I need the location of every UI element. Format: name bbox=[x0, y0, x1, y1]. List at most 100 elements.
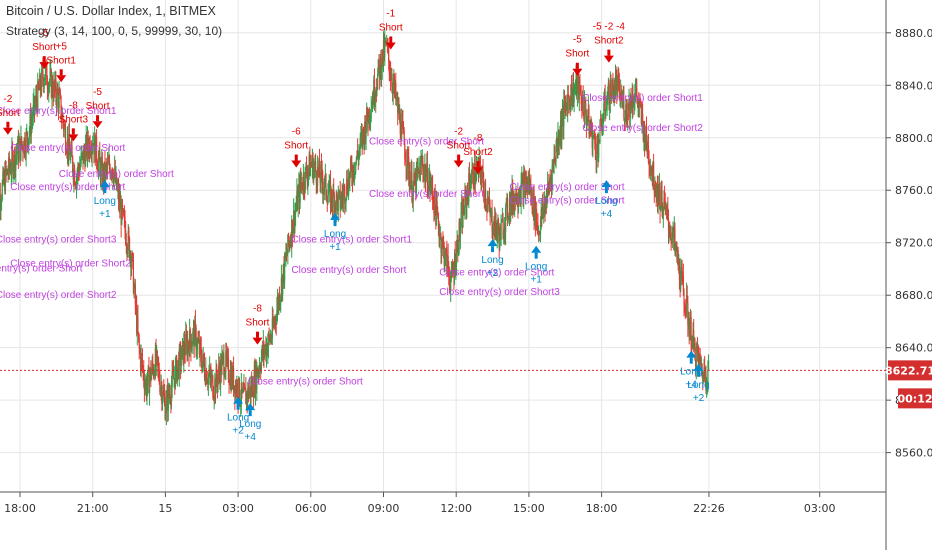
short-qty-label: -1 bbox=[386, 8, 395, 19]
x-tick-label: 12:00 bbox=[440, 502, 472, 515]
close-entry-label: Close entry(s) order Short bbox=[10, 182, 125, 193]
short-label: Short bbox=[32, 42, 56, 53]
close-entry-label: Close entry(s) order Short3 bbox=[439, 287, 560, 298]
candle-body bbox=[595, 144, 596, 158]
x-tick-label: 18:00 bbox=[4, 502, 36, 515]
candle-body bbox=[371, 108, 372, 118]
short-arrow-shaft bbox=[389, 36, 392, 42]
x-tick-label: 15 bbox=[158, 502, 172, 515]
candle-body bbox=[147, 370, 148, 385]
chart-title: Bitcoin / U.S. Dollar Index, 1, BITMEX bbox=[6, 4, 216, 18]
long-label: Long bbox=[239, 419, 261, 430]
short-label: Short1 bbox=[46, 55, 76, 66]
y-tick-label: 8880.00 bbox=[895, 27, 932, 40]
long-label: Long bbox=[525, 262, 547, 273]
close-entry-label: Close entry(s) order Short1 bbox=[291, 235, 412, 246]
short-arrow-shaft bbox=[6, 122, 9, 128]
close-entry-label: Close entry(s) order Short1 bbox=[582, 93, 703, 104]
long-qty-label: +1 bbox=[329, 242, 341, 253]
long-arrow-shaft bbox=[237, 404, 240, 410]
long-arrow-shaft bbox=[535, 253, 538, 259]
short-qty-label: -2 bbox=[454, 127, 463, 138]
candle-body bbox=[501, 223, 502, 240]
y-tick-label: 8800.00 bbox=[895, 132, 932, 145]
short-label: Short2 bbox=[463, 147, 493, 158]
candle-body bbox=[190, 329, 191, 341]
long-label: Long bbox=[94, 196, 116, 207]
close-entry-label: Close entry(s) order Short2 bbox=[582, 123, 703, 134]
candle-body bbox=[598, 141, 599, 157]
short-arrow-shaft bbox=[607, 50, 610, 56]
candle-body bbox=[708, 361, 709, 370]
long-arrow-shaft bbox=[249, 410, 252, 416]
close-entry-label: Close entry(s) order Short2 bbox=[10, 258, 131, 269]
long-qty-label: +4 bbox=[245, 432, 257, 443]
candle-body bbox=[315, 161, 316, 171]
candle-body bbox=[460, 212, 461, 228]
candle-body bbox=[670, 232, 671, 239]
candle-body bbox=[663, 210, 664, 219]
candle-body bbox=[378, 59, 379, 65]
candle-body bbox=[181, 359, 182, 366]
long-label: Long bbox=[595, 196, 617, 207]
short-label: Short bbox=[246, 318, 270, 329]
long-qty-label: +1 bbox=[530, 275, 542, 286]
candle-body bbox=[327, 196, 328, 204]
short-qty-label: +5 bbox=[55, 41, 67, 52]
candle-body bbox=[561, 118, 562, 137]
long-arrow-shaft bbox=[491, 246, 494, 252]
countdown-tag: 00:12 bbox=[897, 388, 932, 408]
short-label: Short bbox=[0, 108, 20, 119]
short-qty-label: -5 bbox=[93, 87, 102, 98]
y-tick-label: 8640.00 bbox=[895, 342, 932, 355]
candle-body bbox=[683, 276, 684, 290]
x-tick-label: 03:00 bbox=[804, 502, 836, 515]
short-qty-label: -2 bbox=[3, 94, 12, 105]
x-tick-label: 21:00 bbox=[77, 502, 109, 515]
candle-body bbox=[191, 346, 192, 351]
long-arrow-shaft bbox=[334, 220, 337, 226]
long-arrow-shaft bbox=[605, 187, 608, 193]
short-label: Short bbox=[284, 141, 308, 152]
x-tick-label: 18:00 bbox=[586, 502, 618, 515]
long-label: Long bbox=[687, 380, 709, 391]
short-arrow-shaft bbox=[477, 161, 480, 167]
y-tick-label: 8760.00 bbox=[895, 184, 932, 197]
candle-body bbox=[674, 229, 675, 245]
short-label: Short2 bbox=[594, 36, 624, 47]
countdown-tag-text: 00:12 bbox=[897, 392, 932, 405]
candle-body bbox=[612, 80, 613, 85]
y-tick-label: 8840.00 bbox=[895, 79, 932, 92]
short-qty-label: -8 bbox=[474, 133, 483, 144]
candle-body bbox=[406, 161, 407, 168]
candle-body bbox=[388, 48, 389, 61]
short-arrow-shaft bbox=[43, 56, 46, 62]
x-tick-label: 22:26 bbox=[693, 502, 725, 515]
short-arrow-shaft bbox=[457, 155, 460, 161]
candle-body bbox=[567, 96, 568, 114]
strategy-label: Strategy (3, 14, 100, 0, 5, 99999, 30, 1… bbox=[6, 24, 222, 38]
long-arrow-shaft bbox=[103, 187, 106, 193]
close-entry-label: Close entry(s) order Short bbox=[248, 376, 363, 387]
long-label: Long bbox=[324, 229, 346, 240]
long-qty-label: +1 bbox=[99, 209, 111, 220]
short-arrow-shaft bbox=[72, 128, 75, 134]
short-qty-label: -5 bbox=[573, 35, 582, 46]
short-label: Short bbox=[565, 49, 589, 60]
x-tick-label: 09:00 bbox=[368, 502, 400, 515]
close-entry-label: Close entry(s) order Short2 bbox=[0, 290, 117, 301]
close-entry-label: Close entry(s) order Short bbox=[59, 169, 174, 180]
candle-body bbox=[44, 79, 45, 86]
short-label: Short3 bbox=[59, 114, 89, 125]
candle-body bbox=[603, 103, 604, 118]
close-entry-label: Close entry(s) order Short bbox=[10, 143, 125, 154]
short-arrow-shaft bbox=[60, 69, 63, 75]
close-entry-label: Close entry(s) order Short bbox=[291, 265, 406, 276]
close-entry-label: Close entry(s) order Short3 bbox=[0, 235, 117, 246]
y-tick-label: 8720.00 bbox=[895, 237, 932, 250]
short-arrow-shaft bbox=[256, 332, 259, 338]
candle-body bbox=[166, 397, 167, 413]
x-tick-label: 15:00 bbox=[513, 502, 545, 515]
